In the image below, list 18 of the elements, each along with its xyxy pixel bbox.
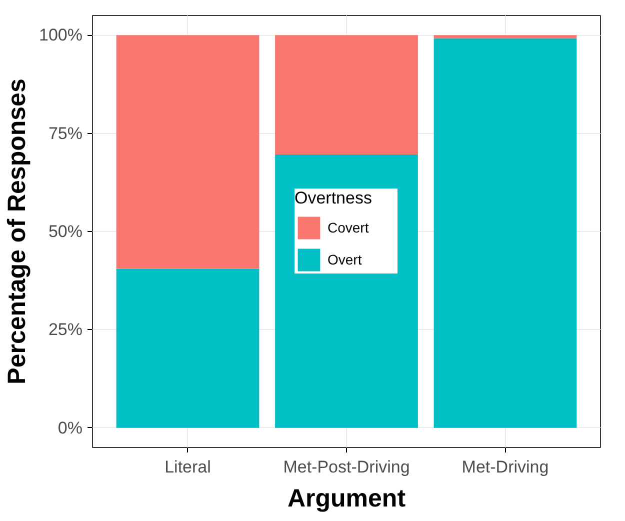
bar: [116, 268, 260, 428]
bar: [275, 35, 418, 155]
legend-title: Overtness: [294, 188, 373, 208]
x-tick-label: Met-Driving: [462, 458, 549, 476]
legend-label: Covert: [328, 220, 370, 236]
y-tick-label: 25%: [48, 320, 83, 340]
x-axis-title: Argument: [287, 484, 406, 512]
y-tick-label: 75%: [48, 124, 83, 143]
bar: [434, 35, 577, 38]
y-tick-label: 100%: [39, 26, 83, 45]
bar: [434, 38, 577, 428]
y-tick-label: 50%: [48, 222, 83, 241]
y-tick-label: 0%: [58, 418, 83, 438]
bar: [116, 35, 260, 269]
x-tick-label: Met-Post-Driving: [283, 458, 410, 476]
x-tick-label: Literal: [164, 458, 211, 476]
y-axis-title: Percentage of Responses: [3, 78, 32, 384]
legend-label: Overt: [328, 252, 363, 268]
